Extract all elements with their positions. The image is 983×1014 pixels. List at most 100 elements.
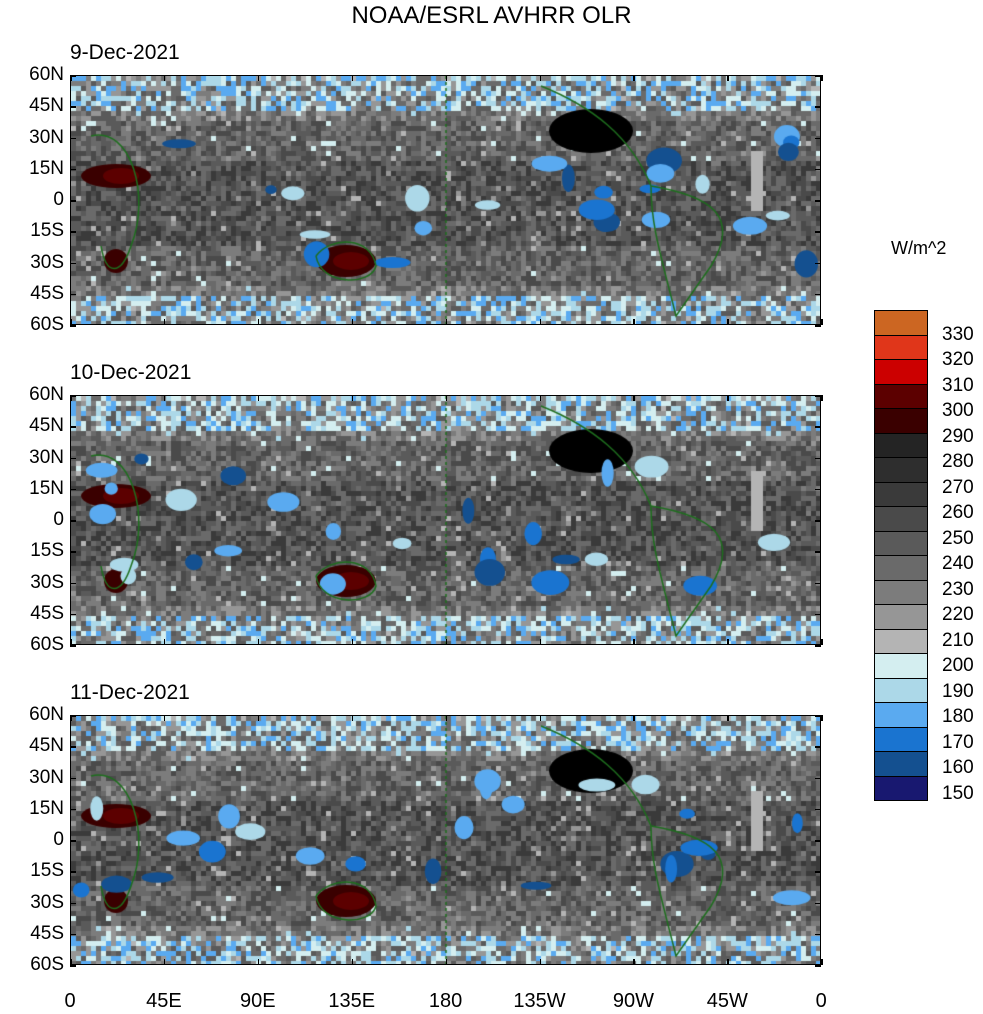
colorbar-swatch — [874, 751, 928, 777]
tick-mark — [257, 75, 260, 81]
tick-mark — [821, 715, 823, 721]
tick-mark — [815, 106, 821, 108]
tick-mark — [815, 395, 821, 397]
lat-tick-label: 0 — [53, 829, 64, 850]
tick-mark — [539, 959, 541, 965]
colorbar-label: 200 — [942, 655, 974, 676]
tick-mark — [815, 75, 821, 77]
tick-mark — [351, 715, 354, 721]
lat-tick-label: 0 — [53, 509, 64, 530]
colorbar-swatch — [874, 310, 928, 336]
colorbar-label: 210 — [942, 629, 974, 651]
lat-tick-label: 15N — [29, 157, 64, 179]
tick-mark — [539, 75, 541, 81]
tick-mark — [727, 715, 729, 721]
tick-mark — [70, 457, 76, 459]
tick-mark — [351, 395, 354, 401]
colorbar-label: 160 — [942, 757, 974, 778]
tick-mark — [727, 319, 729, 325]
panel-date: 10-Dec-2021 — [70, 361, 192, 384]
lon-tick-label: 90E — [240, 990, 276, 1012]
tick-mark — [70, 293, 76, 296]
tick-mark — [815, 871, 821, 873]
tick-mark — [633, 639, 635, 645]
lat-tick-label: 0 — [53, 189, 64, 210]
tick-mark — [70, 777, 76, 779]
lon-tick-label: 90W — [612, 990, 654, 1012]
colorbar-label: 320 — [942, 349, 974, 370]
tick-mark — [163, 395, 166, 401]
tick-mark — [70, 395, 72, 401]
tick-mark — [815, 488, 821, 491]
tick-mark — [70, 551, 76, 553]
colorbar-label: 150 — [942, 782, 974, 804]
tick-mark — [351, 75, 354, 81]
lat-tick-label: 15S — [30, 220, 64, 242]
tick-mark — [727, 639, 729, 645]
tick-mark — [633, 75, 635, 81]
colorbar-label: 290 — [942, 425, 974, 447]
colorbar-swatch — [874, 359, 928, 385]
lat-tick-label: 30N — [29, 446, 64, 468]
colorbar-label: 240 — [942, 553, 974, 574]
tick-mark — [70, 965, 76, 967]
tick-mark — [445, 395, 448, 401]
tick-mark — [257, 639, 260, 645]
colorbar-swatch — [874, 628, 928, 654]
lon-tick-label: 135E — [328, 990, 376, 1012]
tick-mark — [815, 746, 821, 748]
tick-mark — [821, 959, 823, 965]
tick-mark — [70, 426, 76, 428]
colorbar-swatch — [874, 775, 928, 801]
lat-tick-label: 15S — [30, 540, 64, 562]
colorbar-swatch — [874, 604, 928, 630]
colorbar-swatch — [874, 653, 928, 679]
tick-mark — [70, 746, 76, 748]
olr-map-panel — [70, 715, 821, 965]
lat-tick-label: 30S — [30, 891, 64, 913]
tick-mark — [70, 808, 76, 811]
lat-tick-label: 30N — [29, 766, 64, 788]
lat-tick-label: 60S — [30, 954, 64, 975]
lat-tick-label: 60S — [30, 634, 64, 655]
tick-mark — [815, 520, 821, 522]
tick-mark — [815, 262, 821, 264]
tick-mark — [70, 75, 76, 77]
lat-tick-label: 60N — [29, 384, 64, 405]
tick-mark — [70, 933, 76, 936]
tick-mark — [815, 902, 821, 904]
tick-mark — [163, 715, 166, 721]
lat-tick-label: 45S — [30, 282, 64, 304]
colorbar-label: 190 — [942, 680, 974, 702]
colorbar-swatch — [874, 457, 928, 483]
tick-mark — [70, 262, 76, 264]
tick-mark — [257, 319, 260, 325]
lat-tick-label: 15S — [30, 860, 64, 882]
tick-mark — [70, 231, 76, 233]
tick-mark — [727, 959, 729, 965]
colorbar-swatch — [874, 726, 928, 752]
figure-title: NOAA/ESRL AVHRR OLR — [351, 2, 632, 29]
lon-tick-label: 0 — [64, 990, 76, 1012]
tick-mark — [70, 715, 72, 721]
panel-date: 11-Dec-2021 — [70, 681, 190, 704]
tick-mark — [70, 840, 76, 842]
lon-tick-label: 135W — [513, 990, 566, 1012]
colorbar-label: 270 — [942, 476, 974, 498]
lon-tick-label: 45E — [146, 990, 182, 1012]
tick-mark — [445, 959, 448, 965]
tick-mark — [821, 319, 823, 325]
olr-map-panel — [70, 75, 821, 325]
tick-mark — [445, 639, 448, 645]
tick-mark — [163, 75, 166, 81]
tick-mark — [633, 395, 635, 401]
tick-mark — [815, 933, 821, 936]
tick-mark — [815, 325, 821, 327]
tick-mark — [257, 715, 260, 721]
lat-tick-label: 45S — [30, 602, 64, 624]
colorbar-label: 220 — [942, 604, 974, 625]
tick-mark — [815, 613, 821, 616]
colorbar-swatch — [874, 383, 928, 409]
tick-mark — [70, 902, 76, 904]
tick-mark — [815, 426, 821, 428]
